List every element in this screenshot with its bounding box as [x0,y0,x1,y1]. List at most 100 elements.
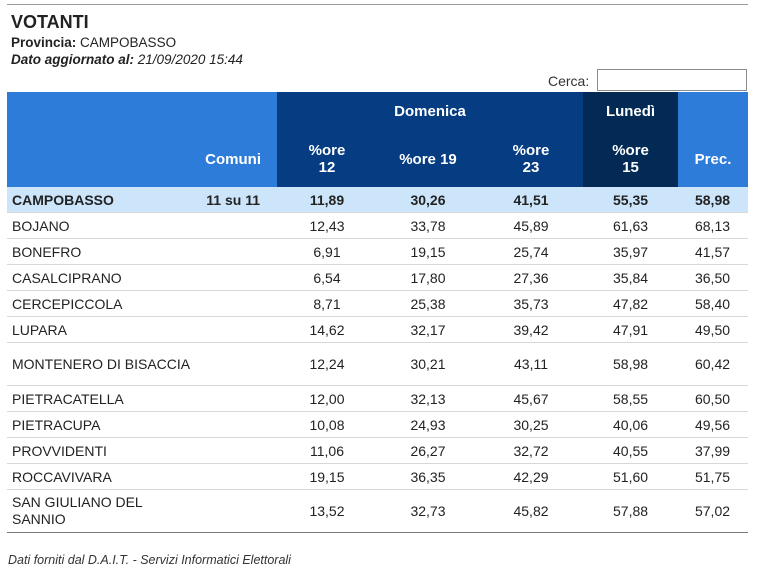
search-input[interactable] [597,69,747,91]
cell-ore19: 32,13 [377,385,479,412]
cell-ore23: 39,42 [479,316,584,343]
cell-ore12: 14,62 [277,316,377,343]
cell-prec: 41,57 [678,238,749,265]
column-header-ore23-hour: 23 [522,159,540,176]
column-header-ore12-label: %ore [308,142,346,159]
cell-ore12: 10,08 [277,411,377,438]
cell-ore15: 35,84 [583,264,679,291]
cell-ore15: 40,06 [583,411,679,438]
cell-ore15: 57,88 [583,489,679,533]
votanti-table: Domenica Lunedì Comuni %ore 12 %ore 19 %… [7,92,749,533]
provincia-value: CAMPOBASSO [80,35,177,50]
cell-ore23: 30,25 [479,411,584,438]
comune-comuni [197,238,277,265]
column-header-row: Comuni %ore 12 %ore 19 %ore 23 %ore 15 P… [7,131,749,187]
total-name: CAMPOBASSO [7,187,197,213]
table-row: CERCEPICCOLA 8,71 25,38 35,73 47,82 58,4… [7,290,749,317]
column-header-ore15-label: %ore [612,142,649,159]
search-label: Cerca: [548,73,590,89]
comune-name[interactable]: LUPARA [7,316,197,343]
cell-ore12: 12,24 [277,342,377,386]
updated-label: Dato aggiornato al: [11,52,135,67]
comune-name[interactable]: BONEFRO [7,238,197,265]
updated-line: Dato aggiornato al: 21/09/2020 15:44 [11,52,243,67]
comune-name[interactable]: CASALCIPRANO [7,264,197,291]
cell-ore15: 58,98 [583,342,679,386]
cell-ore12: 12,00 [277,385,377,412]
column-header-ore23-label: %ore [512,142,550,159]
column-header-ore12-hour: 12 [318,159,336,176]
column-header-comuni[interactable]: Comuni [197,131,277,187]
comune-comuni [197,463,277,490]
cell-ore19: 26,27 [377,437,479,464]
cell-ore19: 19,15 [377,238,479,265]
cell-ore19: 33,78 [377,212,479,239]
cell-ore19: 24,93 [377,411,479,438]
table-row: MONTENERO DI BISACCIA 12,24 30,21 43,11 … [7,342,749,386]
comune-name[interactable]: ROCCAVIVARA [7,463,197,490]
cell-ore12: 13,52 [277,489,377,533]
group-header-domenica: Domenica [277,92,584,131]
total-ore12: 11,89 [277,187,377,213]
group-header-row: Domenica Lunedì [7,92,749,131]
column-header-prec[interactable]: Prec. [678,131,749,187]
comune-name[interactable]: SAN GIULIANO DEL SANNIO [7,489,197,533]
cell-ore23: 42,29 [479,463,584,490]
cell-prec: 60,42 [678,342,749,386]
table-row: PIETRACATELLA 12,00 32,13 45,67 58,55 60… [7,385,749,412]
column-header-ore15-hour: 15 [622,159,639,176]
comune-name[interactable]: MONTENERO DI BISACCIA [7,342,197,386]
table-row: CASALCIPRANO 6,54 17,80 27,36 35,84 36,5… [7,264,749,291]
comune-name[interactable]: CERCEPICCOLA [7,290,197,317]
column-header-ore19[interactable]: %ore 19 [377,131,479,187]
cell-ore12: 6,54 [277,264,377,291]
table-row: ROCCAVIVARA 19,15 36,35 42,29 51,60 51,7… [7,463,749,490]
column-header-name-empty [7,131,197,187]
table-row: PIETRACUPA 10,08 24,93 30,25 40,06 49,56 [7,411,749,438]
cell-ore23: 43,11 [479,342,584,386]
cell-ore15: 58,55 [583,385,679,412]
column-header-ore15[interactable]: %ore 15 [583,131,679,187]
provincia-label: Provincia: [11,35,77,50]
cell-ore23: 35,73 [479,290,584,317]
cell-ore15: 47,82 [583,290,679,317]
cell-ore15: 47,91 [583,316,679,343]
provincia-line: Provincia: CAMPOBASSO [11,35,176,50]
total-comuni-count: 11 su 11 [197,187,277,213]
cell-ore23: 27,36 [479,264,584,291]
cell-prec: 37,99 [678,437,749,464]
comune-name[interactable]: BOJANO [7,212,197,239]
cell-prec: 68,13 [678,212,749,239]
cell-prec: 60,50 [678,385,749,412]
cell-ore23: 25,74 [479,238,584,265]
cell-prec: 49,56 [678,411,749,438]
total-ore23: 41,51 [479,187,584,213]
updated-value: 21/09/2020 15:44 [137,52,243,67]
cell-ore23: 32,72 [479,437,584,464]
comune-name[interactable]: PIETRACATELLA [7,385,197,412]
group-header-empty [7,92,277,131]
table-row: BOJANO 12,43 33,78 45,89 61,63 68,13 [7,212,749,239]
footer-source-note: Dati forniti dal D.A.I.T. - Servizi Info… [8,553,291,567]
cell-ore23: 45,89 [479,212,584,239]
cell-ore19: 32,17 [377,316,479,343]
comune-comuni [197,264,277,291]
cell-ore15: 61,63 [583,212,679,239]
cell-ore12: 19,15 [277,463,377,490]
comune-comuni [197,290,277,317]
comune-name[interactable]: PROVVIDENTI [7,437,197,464]
cell-ore15: 40,55 [583,437,679,464]
comune-comuni [197,437,277,464]
comune-comuni [197,411,277,438]
cell-ore19: 30,21 [377,342,479,386]
column-header-ore12[interactable]: %ore 12 [277,131,377,187]
cell-ore23: 45,67 [479,385,584,412]
column-header-ore23[interactable]: %ore 23 [479,131,584,187]
comune-comuni [197,489,277,533]
cell-prec: 36,50 [678,264,749,291]
comune-comuni [197,342,277,386]
comune-name[interactable]: PIETRACUPA [7,411,197,438]
total-ore19: 30,26 [377,187,479,213]
cell-prec: 51,75 [678,463,749,490]
cell-ore19: 36,35 [377,463,479,490]
